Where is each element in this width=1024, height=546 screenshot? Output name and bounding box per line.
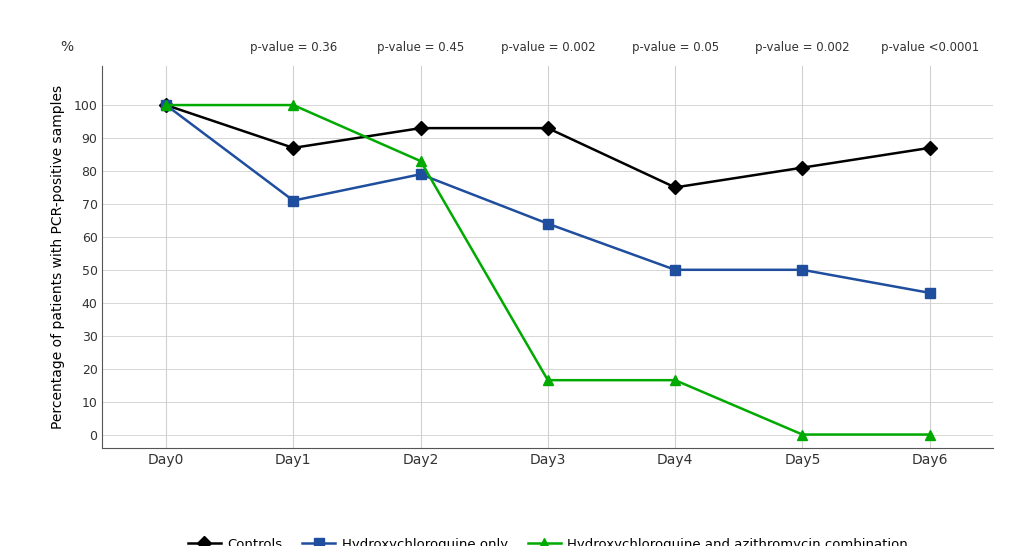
Text: p-value = 0.36: p-value = 0.36 [250, 41, 337, 55]
Text: p-value = 0.45: p-value = 0.45 [377, 41, 464, 55]
Text: %: % [60, 40, 74, 55]
Text: p-value = 0.002: p-value = 0.002 [755, 41, 850, 55]
Y-axis label: Percentage of patients with PCR-positive samples: Percentage of patients with PCR-positive… [51, 85, 66, 429]
Legend: Controls, Hydroxychloroquine only, Hydroxychloroquine and azithromycin combinati: Controls, Hydroxychloroquine only, Hydro… [182, 532, 913, 546]
Text: p-value = 0.05: p-value = 0.05 [632, 41, 719, 55]
Text: p-value = 0.002: p-value = 0.002 [501, 41, 595, 55]
Text: p-value <0.0001: p-value <0.0001 [881, 41, 979, 55]
